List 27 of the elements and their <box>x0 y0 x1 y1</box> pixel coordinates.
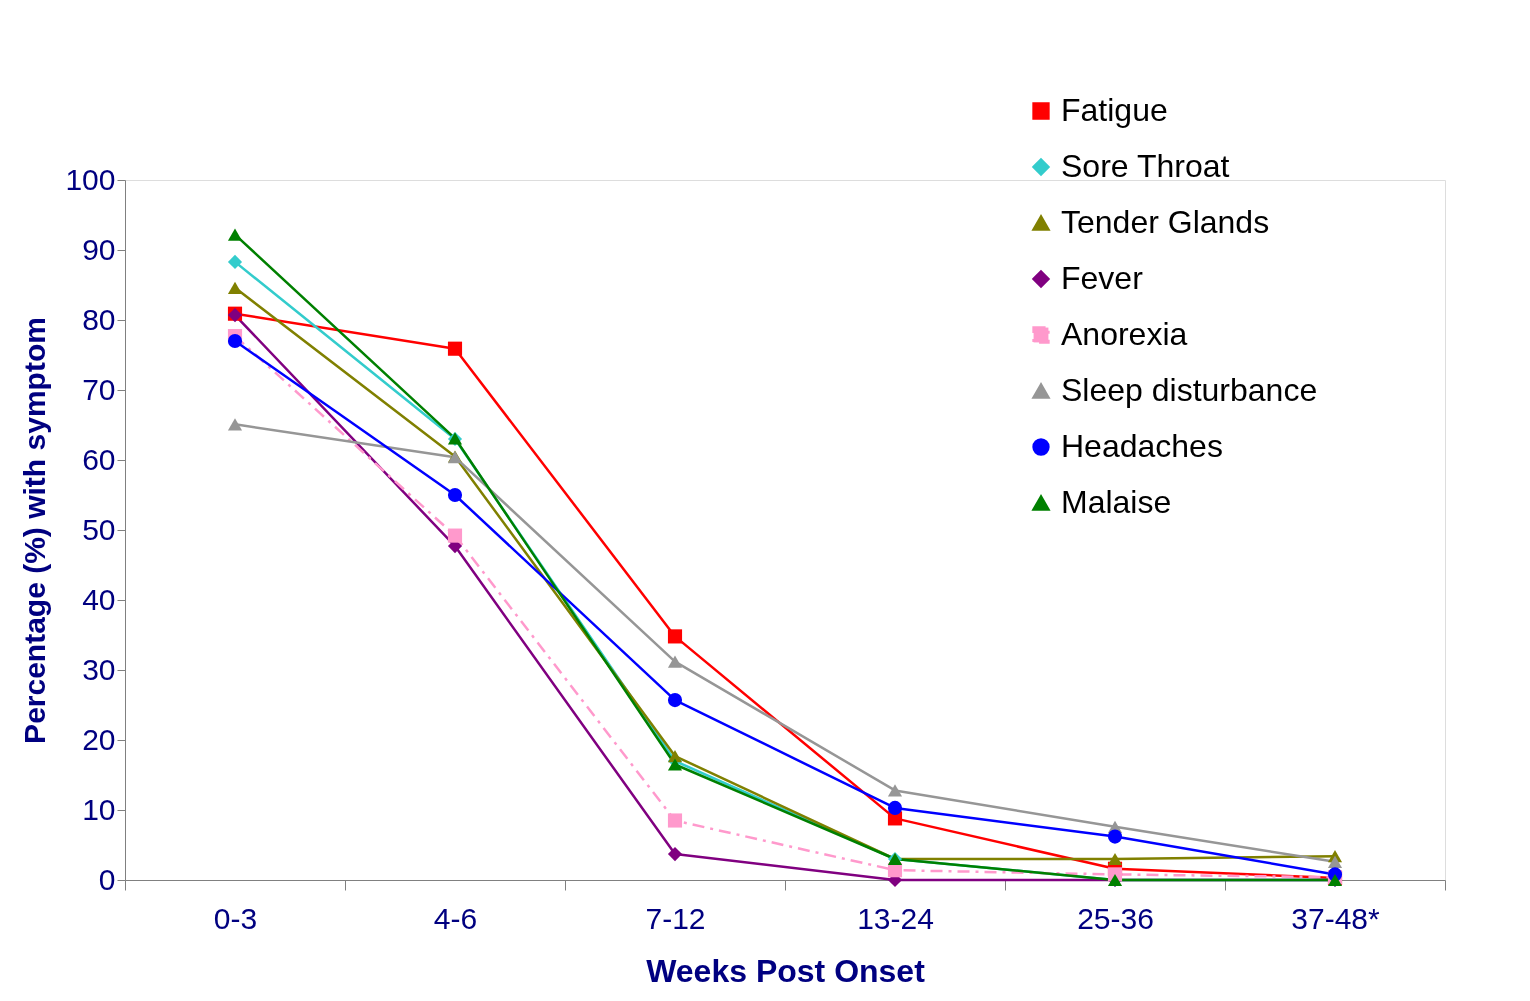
x-tick-label: 25-36 <box>1077 901 1154 935</box>
legend-label: Tender Glands <box>1061 204 1270 240</box>
x-tick-label: 7-12 <box>645 901 706 935</box>
y-axis-title: Percentage (%) with symptom <box>18 317 52 744</box>
x-tick-label: 4-6 <box>433 901 478 935</box>
y-tick-label: 90 <box>82 232 116 266</box>
legend-label: Fever <box>1061 260 1144 296</box>
legend-label: Headaches <box>1061 428 1223 464</box>
y-tick-label: 40 <box>82 582 116 616</box>
y-tick-label: 30 <box>82 652 116 686</box>
y-tick-label: 0 <box>98 862 116 896</box>
y-tick-label: 50 <box>82 512 116 546</box>
legend-label: Fatigue <box>1061 92 1168 128</box>
x-tick-label: 13-24 <box>857 901 934 935</box>
legend-label: Malaise <box>1061 484 1172 520</box>
y-tick-label: 80 <box>82 302 116 336</box>
y-tick-label: 10 <box>82 792 116 826</box>
legend-label: Sore Throat <box>1061 148 1230 184</box>
y-tick-label: 70 <box>82 372 116 406</box>
x-tick-label: 37-48* <box>1291 901 1381 935</box>
y-tick-label: 100 <box>65 162 116 196</box>
x-tick-label: 0-3 <box>213 901 258 935</box>
legend-label: Sleep disturbance <box>1061 372 1318 408</box>
y-tick-label: 20 <box>82 722 116 756</box>
x-axis-title: Weeks Post Onset <box>646 952 926 989</box>
legend-label: Anorexia <box>1061 316 1188 352</box>
y-tick-label: 60 <box>82 442 116 476</box>
